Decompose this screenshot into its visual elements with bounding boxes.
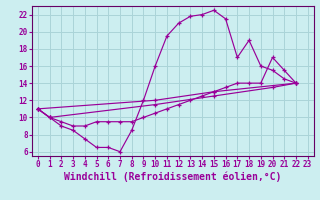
X-axis label: Windchill (Refroidissement éolien,°C): Windchill (Refroidissement éolien,°C) xyxy=(64,172,282,182)
